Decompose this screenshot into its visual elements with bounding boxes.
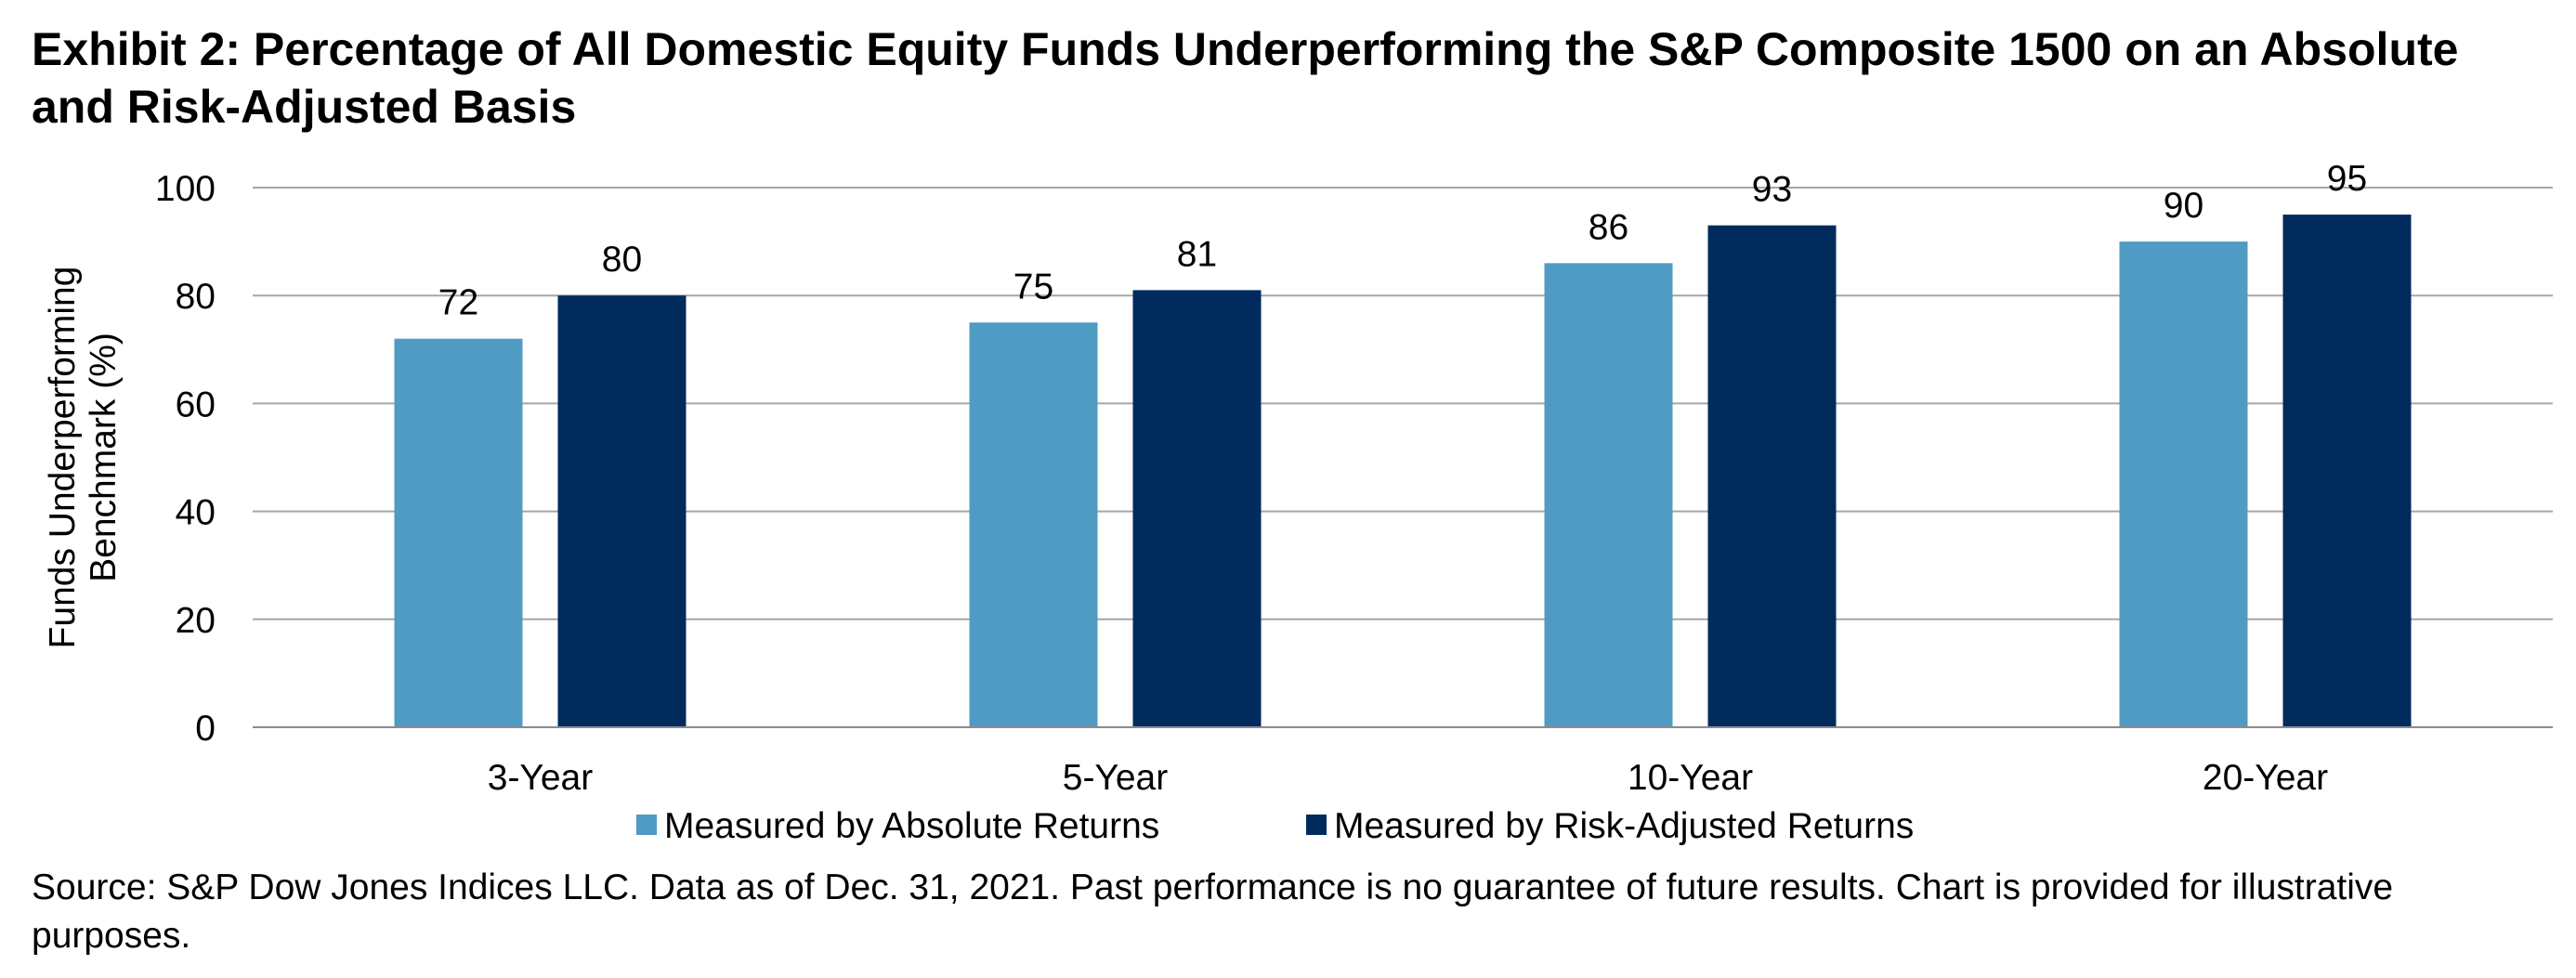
- source-note: Source: S&P Dow Jones Indices LLC. Data …: [32, 867, 2394, 956]
- x-tick-label: 3-Year: [488, 758, 593, 798]
- bar: [1707, 225, 1837, 728]
- data-labels: 72 80 75 81 86 93 90 95: [438, 159, 2367, 323]
- legend-swatch: [1306, 815, 1327, 835]
- legend-label: Measured by Risk-Adjusted Returns: [1334, 806, 1914, 846]
- legend-label: Measured by Absolute Returns: [664, 806, 1159, 846]
- y-tick-label: 20: [176, 601, 216, 641]
- bar: [394, 338, 523, 727]
- bar: [557, 295, 686, 727]
- data-label: 75: [1013, 267, 1053, 306]
- data-label: 86: [1589, 207, 1628, 247]
- x-tick-label: 10-Year: [1628, 758, 1753, 798]
- y-tick-label: 40: [176, 493, 216, 533]
- data-label: 90: [2164, 186, 2203, 226]
- bar: [969, 322, 1098, 727]
- data-label: 95: [2327, 159, 2367, 199]
- y-axis-title-line: Funds Underperforming: [43, 267, 83, 649]
- x-tick-label: 20-Year: [2203, 758, 2328, 798]
- bar: [2282, 215, 2412, 728]
- y-tick-label: 100: [155, 169, 216, 209]
- y-axis-title-line: Benchmark (%): [84, 333, 124, 582]
- bar: [1544, 263, 1673, 727]
- data-label: 72: [438, 283, 478, 323]
- data-label: 81: [1177, 234, 1217, 274]
- x-axis-tick-labels: 3-Year 5-Year 10-Year 20-Year: [488, 758, 2328, 798]
- y-axis-title: Funds UnderperformingBenchmark (%): [43, 267, 124, 649]
- data-label: 80: [602, 240, 642, 280]
- x-tick-label: 5-Year: [1063, 758, 1168, 798]
- y-tick-label: 80: [176, 277, 216, 317]
- bar: [2119, 241, 2248, 728]
- y-axis-title: Funds UnderperformingBenchmark (%): [43, 267, 124, 649]
- chart-title: Exhibit 2: Percentage of All Domestic Eq…: [32, 23, 2459, 133]
- legend-swatch: [636, 815, 657, 835]
- bars: [394, 215, 2412, 728]
- y-tick-label: 60: [176, 385, 216, 424]
- y-tick-label: 0: [195, 709, 216, 749]
- data-label: 93: [1752, 170, 1792, 210]
- y-axis-tick-labels: 0 20 40 60 80 100: [155, 169, 216, 749]
- bar: [1132, 290, 1262, 727]
- legend: Measured by Absolute Returns Measured by …: [636, 806, 1914, 846]
